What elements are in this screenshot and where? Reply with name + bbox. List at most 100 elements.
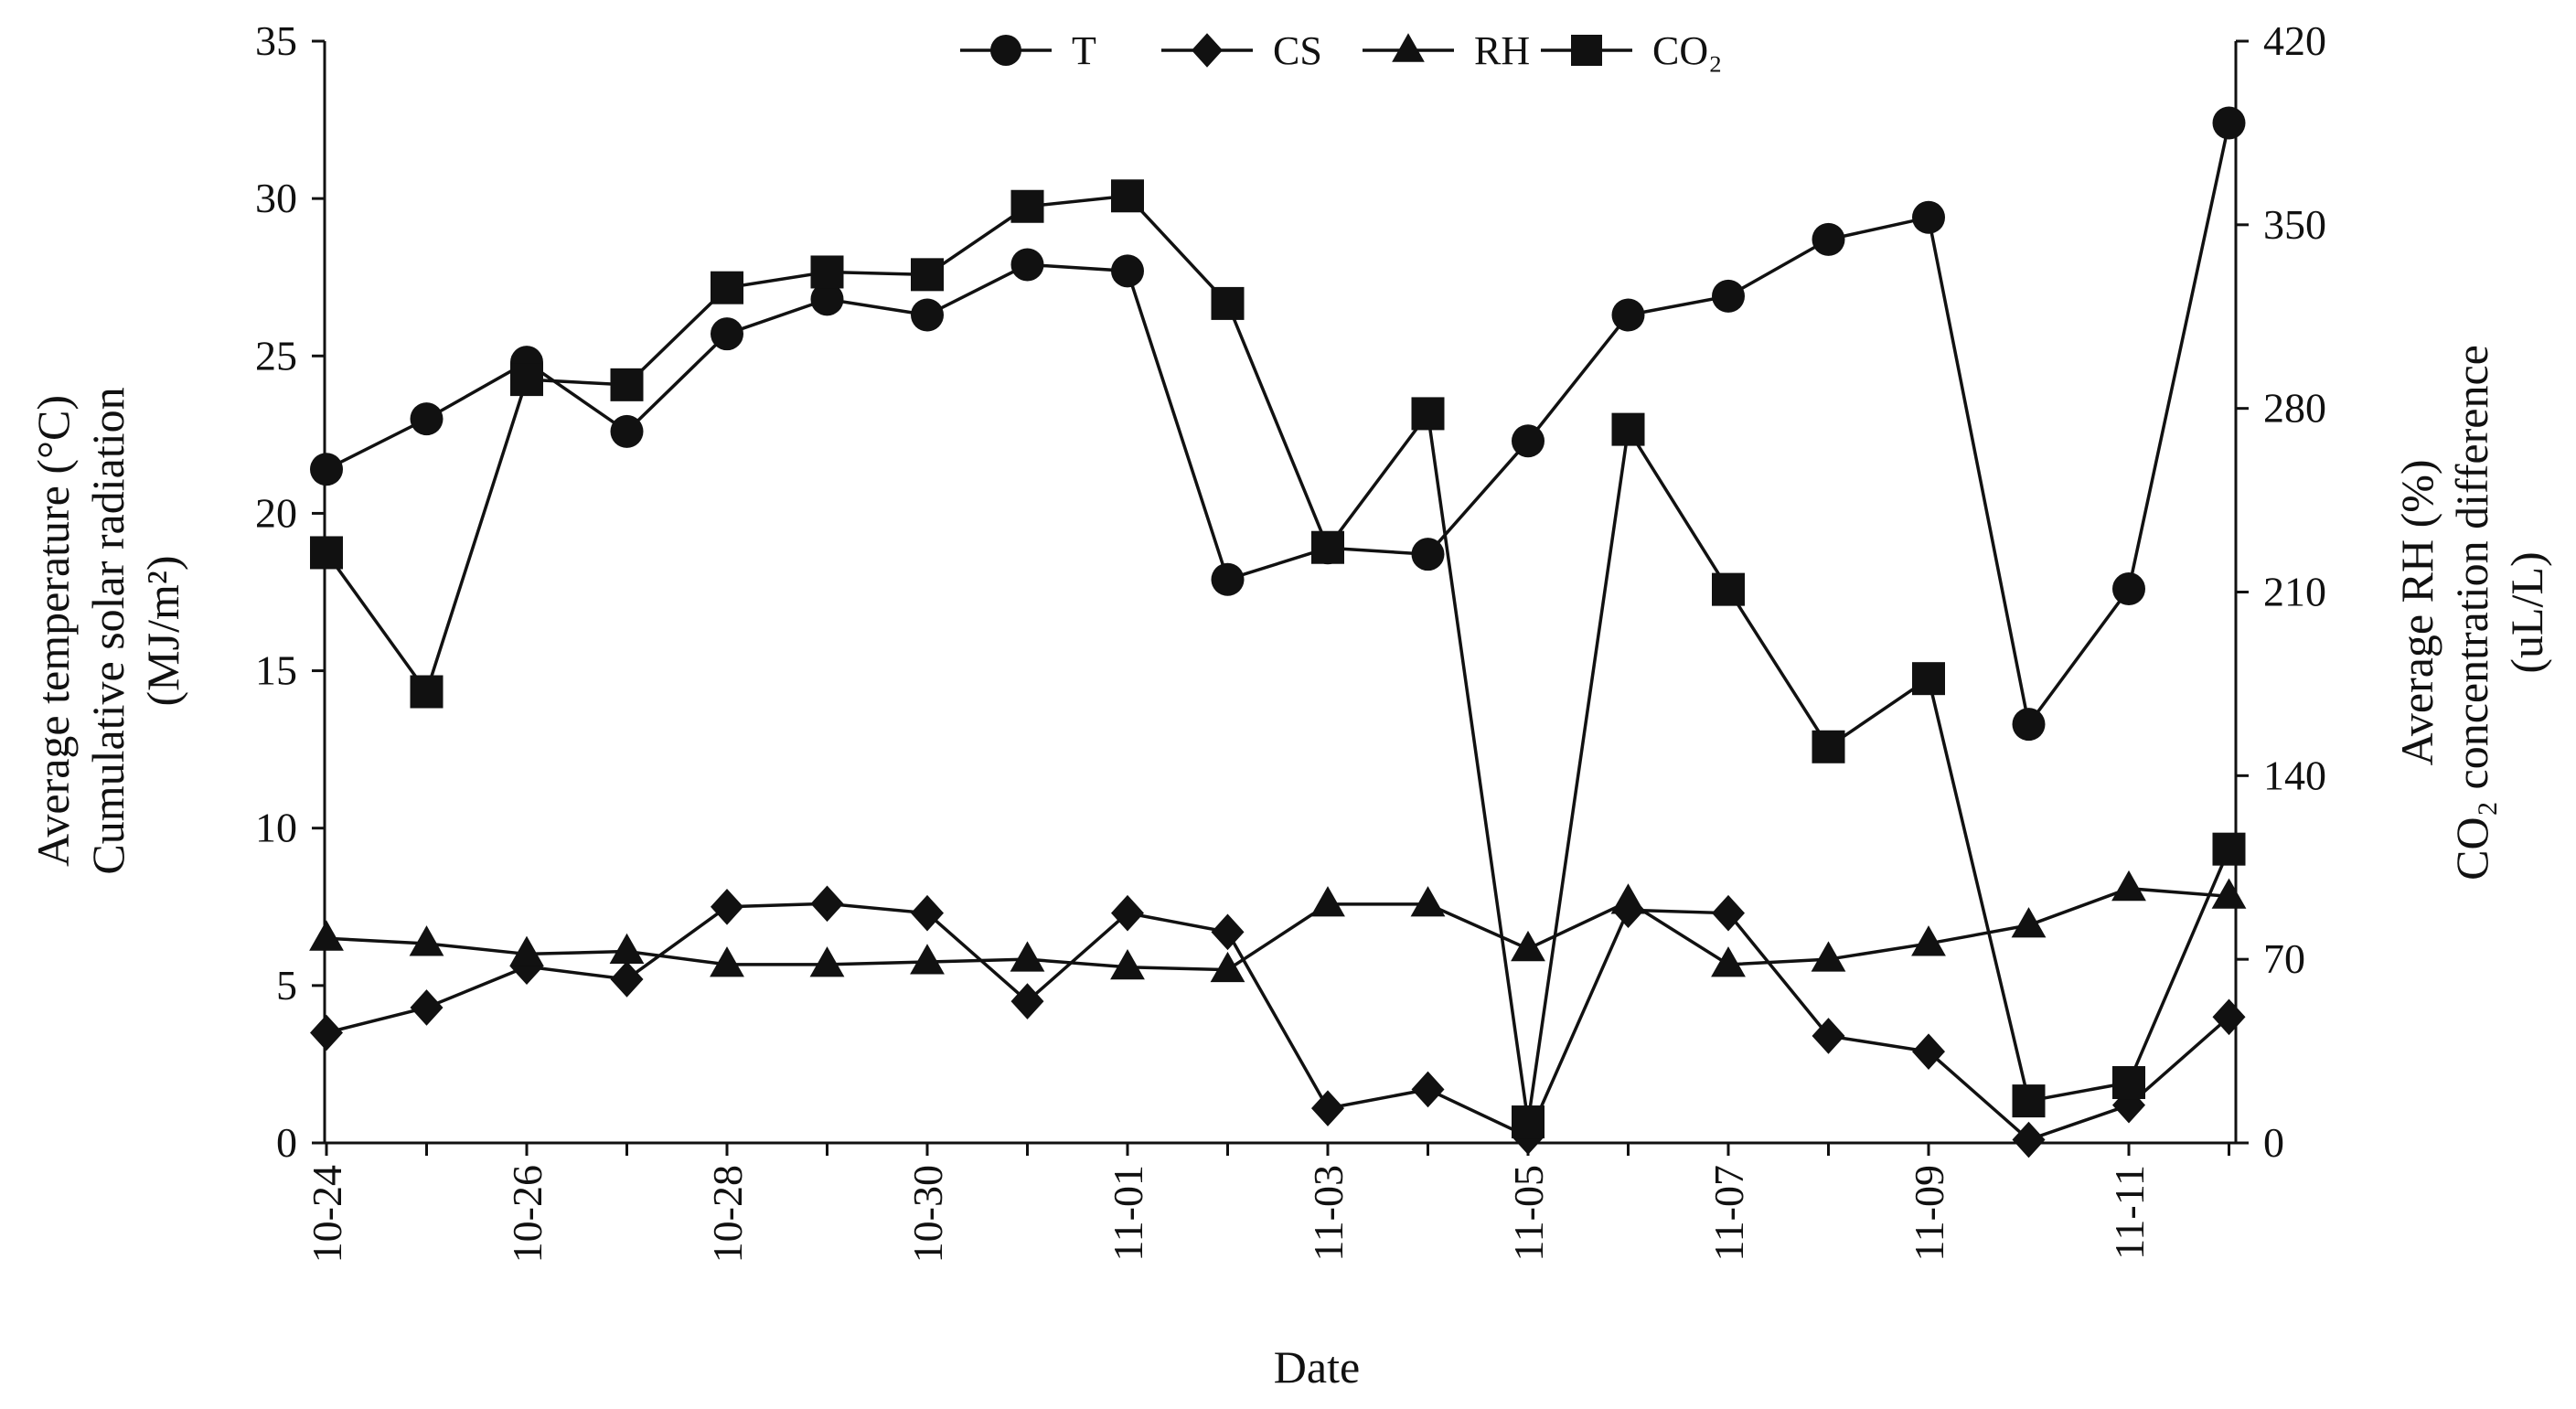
data-point-rh (1110, 948, 1145, 980)
legend-label: CO₂ (1652, 28, 1722, 73)
data-point-t (1712, 279, 1745, 313)
data-point-cs (1712, 894, 1745, 932)
series-co2 (310, 179, 2246, 1139)
data-point-t (711, 317, 743, 351)
data-point-cs (1411, 1071, 1445, 1108)
left-y-tick-label: 5 (276, 962, 297, 1009)
data-point-t (1812, 222, 1845, 256)
right-y-tick-label: 210 (2263, 569, 2326, 615)
legend-label: RH (1474, 28, 1530, 73)
data-point-t (1512, 424, 1545, 458)
data-point-cs (711, 888, 743, 925)
data-point-rh (2011, 907, 2047, 938)
data-point-rh (1610, 883, 1646, 914)
right-y-tick-label: 140 (2263, 752, 2326, 798)
data-point-cs (810, 885, 844, 923)
legend-marker (1571, 35, 1602, 66)
data-point-co2 (1010, 189, 1044, 223)
right-y-axis-title-line-2: CO₂ concentration difference (2446, 345, 2497, 881)
data-point-cs (1111, 894, 1144, 932)
series-group (309, 106, 2247, 1158)
x-tick-label: 10-24 (304, 1165, 350, 1263)
x-axis-title: Date (1274, 1341, 1360, 1393)
legend-label: T (1072, 28, 1096, 73)
right-y-axis-title-line-3: (uL/L) (2501, 551, 2552, 673)
x-tick-label: 11-09 (1906, 1165, 1952, 1262)
x-tick-label: 10-26 (504, 1165, 550, 1263)
right-y-tick-label: 70 (2263, 935, 2305, 982)
series-t (310, 106, 2246, 742)
data-point-rh (1210, 951, 1245, 983)
left-y-axis-title: Average temperature (°C) Cumulative sola… (27, 387, 188, 874)
right-y-tick-label: 0 (2263, 1119, 2284, 1166)
left-y-tick-label: 0 (276, 1119, 297, 1166)
data-point-rh (2211, 878, 2247, 909)
x-tick-label: 11-11 (2106, 1165, 2153, 1260)
data-point-rh (1310, 886, 1345, 917)
x-tick-label: 10-28 (704, 1165, 751, 1263)
left-y-tick-label: 15 (255, 647, 297, 694)
data-point-co2 (610, 368, 644, 401)
left-y-tick-label: 35 (255, 17, 297, 64)
legend-marker (990, 35, 1021, 66)
legend-marker (1392, 33, 1425, 62)
data-point-cs (2212, 998, 2246, 1036)
data-point-rh (609, 933, 645, 965)
data-point-t (810, 283, 844, 316)
x-tick-label: 11-07 (1705, 1165, 1752, 1262)
data-point-co2 (1311, 530, 1344, 564)
data-point-t (2012, 708, 2046, 742)
data-point-rh (1511, 930, 1545, 962)
data-point-rh (1711, 946, 1746, 977)
data-point-cs (310, 1014, 343, 1051)
x-tick-label: 11-05 (1505, 1165, 1552, 1262)
data-point-co2 (711, 271, 743, 304)
data-point-co2 (1211, 286, 1245, 320)
data-point-rh (1811, 941, 1846, 972)
data-point-co2 (2112, 1066, 2145, 1100)
data-point-t (1211, 562, 1245, 596)
right-y-axis-title-line-1: Average RH (%) (2391, 459, 2442, 765)
data-point-t (1611, 298, 1645, 332)
data-point-rh (1410, 886, 1446, 917)
data-point-co2 (810, 255, 844, 289)
left-y-tick-label: 30 (255, 175, 297, 221)
data-point-cs (1211, 913, 1245, 951)
x-tick-label: 10-30 (904, 1165, 951, 1263)
right-y-axis-title: Average RH (%) CO₂ concentration differe… (2391, 345, 2552, 881)
data-point-cs (1912, 1033, 1945, 1070)
series-rh (309, 870, 2247, 983)
series-line-cs (326, 902, 2230, 1142)
data-point-co2 (1812, 730, 1845, 763)
data-point-t (2112, 572, 2145, 606)
data-point-cs (1010, 983, 1044, 1019)
data-point-co2 (410, 675, 444, 709)
data-point-co2 (1712, 572, 1745, 606)
data-point-cs (1311, 1090, 1344, 1126)
data-point-co2 (1512, 1105, 1545, 1139)
data-point-t (1912, 200, 1945, 234)
left-y-tick-label: 25 (255, 332, 297, 379)
data-point-co2 (911, 258, 944, 292)
data-point-rh (309, 920, 344, 951)
legend-item-t: T (960, 28, 1096, 73)
legend-item-rh: RH (1363, 28, 1530, 73)
data-point-rh (910, 944, 945, 975)
data-point-rh (710, 946, 744, 977)
legend: T CS RH CO₂ (960, 28, 1722, 73)
left-y-axis-title-line-2: Cumulative solar radiation (82, 387, 134, 874)
data-point-rh (809, 946, 845, 977)
data-point-t (1411, 538, 1445, 571)
data-point-t (1111, 254, 1144, 288)
left-y-axis-title-line-3: (MJ/m²) (137, 556, 188, 707)
data-point-rh (1911, 925, 1946, 956)
data-point-co2 (1411, 397, 1445, 431)
left-y-tick-label: 10 (255, 805, 297, 851)
data-point-co2 (310, 536, 343, 570)
data-point-rh (1010, 941, 1045, 972)
right-y-tick-label: 420 (2263, 17, 2326, 64)
legend-item-cs: CS (1161, 28, 1322, 73)
legend-marker (1192, 33, 1223, 68)
data-point-t (410, 402, 444, 436)
